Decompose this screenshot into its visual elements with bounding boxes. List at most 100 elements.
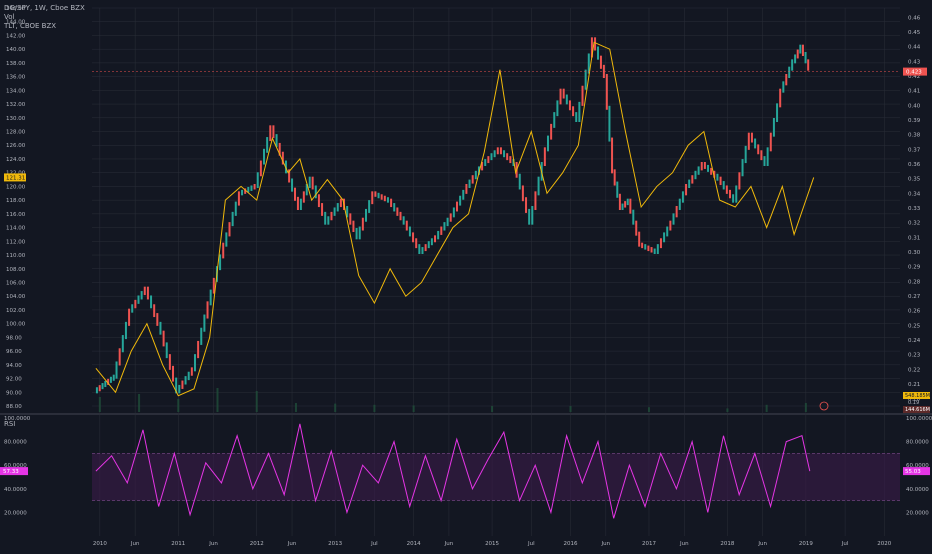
- right-tick-label: 0.20: [908, 397, 921, 403]
- candle: [256, 172, 259, 188]
- candle: [509, 156, 512, 164]
- candle: [785, 74, 788, 86]
- candle: [104, 380, 107, 388]
- candle: [269, 125, 272, 142]
- candle: [638, 231, 641, 247]
- x-tick-label: 2016: [564, 541, 578, 547]
- x-tick-label: Jun: [444, 541, 454, 547]
- candle: [184, 376, 187, 385]
- candle: [225, 232, 228, 247]
- rsi-left-tick-label: 80.0000: [4, 440, 27, 446]
- left-tick-label: 114.00: [6, 226, 26, 232]
- candle: [528, 208, 531, 225]
- candle: [452, 207, 455, 218]
- candle: [572, 106, 575, 117]
- candle: [200, 327, 203, 345]
- right-tick-label: 0.39: [908, 118, 921, 124]
- left-tick-label: 146.00: [6, 6, 26, 12]
- candle: [115, 361, 118, 379]
- candle: [361, 217, 364, 231]
- candle: [741, 159, 744, 177]
- candle: [772, 118, 775, 137]
- right-tick-label: 0.46: [908, 15, 921, 21]
- candle: [421, 247, 424, 254]
- rsi-left-tick-label: 100.0000: [4, 416, 31, 422]
- candle: [799, 44, 802, 54]
- right-tick-label: 0.35: [908, 177, 921, 183]
- candle: [719, 176, 722, 186]
- candle: [291, 178, 294, 192]
- candle: [621, 203, 624, 210]
- candle: [336, 203, 339, 212]
- candle: [430, 238, 433, 246]
- candle: [794, 54, 797, 64]
- left-tick-label: 110.00: [6, 253, 26, 259]
- candle: [672, 213, 675, 225]
- candle: [383, 195, 386, 202]
- candle: [374, 191, 377, 197]
- candle: [691, 175, 694, 184]
- candle: [244, 188, 247, 194]
- candle: [499, 147, 502, 155]
- right-tick-label: 0.26: [908, 309, 921, 315]
- rsi-right-tick-label: 40.0000: [906, 487, 929, 493]
- candle: [546, 135, 549, 152]
- candle: [647, 245, 650, 252]
- left-tick-label: 118.00: [6, 198, 26, 204]
- left-tick-label: 88.00: [6, 404, 22, 410]
- volume-bar: [294, 403, 297, 412]
- rsi-right-tag-text: 55.03: [905, 469, 921, 475]
- volume-bar: [216, 388, 219, 412]
- candle: [725, 185, 728, 194]
- candle: [443, 222, 446, 231]
- candle: [807, 59, 810, 71]
- candle: [219, 254, 222, 271]
- x-tick-label: 2013: [328, 541, 342, 547]
- candle: [477, 166, 480, 175]
- left-tick-label: 116.00: [6, 212, 26, 218]
- right-tick-label: 0.29: [908, 265, 921, 271]
- candle: [735, 185, 738, 203]
- candle: [206, 301, 209, 319]
- candle: [364, 208, 367, 222]
- volume-bar: [726, 408, 729, 412]
- candle: [294, 187, 296, 201]
- candle: [663, 232, 666, 243]
- left-tick-label: 136.00: [6, 75, 26, 81]
- candle: [512, 159, 515, 166]
- candle: [796, 49, 799, 59]
- right-tick-label: 0.34: [908, 191, 921, 197]
- candle: [153, 304, 156, 318]
- left-tick-label: 94.00: [6, 363, 22, 369]
- candle: [237, 191, 240, 206]
- left-tick-label: 130.00: [6, 116, 26, 122]
- right-tick-label: 0.30: [908, 250, 921, 256]
- x-tick-label: Jul: [370, 541, 378, 547]
- candle: [590, 37, 593, 58]
- candle: [776, 103, 779, 122]
- candle: [101, 383, 104, 390]
- candle: [713, 170, 716, 178]
- volume-bar: [98, 397, 101, 412]
- candle: [228, 222, 231, 237]
- candle: [434, 235, 437, 243]
- volume-tag: [903, 392, 930, 399]
- left-tick-label: 132.00: [6, 102, 26, 108]
- candle: [474, 170, 477, 180]
- candle: [716, 173, 719, 181]
- candle: [506, 153, 509, 161]
- candle: [346, 206, 349, 218]
- candle: [288, 169, 291, 183]
- candle: [393, 203, 396, 212]
- candle: [358, 226, 361, 240]
- candle: [178, 384, 181, 394]
- candle: [779, 88, 782, 108]
- rsi-left-tag: [0, 467, 28, 476]
- candle: [231, 211, 234, 227]
- candle: [124, 321, 127, 340]
- candle: [782, 81, 785, 93]
- candle: [197, 340, 200, 359]
- candle: [159, 321, 162, 335]
- candle: [266, 137, 269, 153]
